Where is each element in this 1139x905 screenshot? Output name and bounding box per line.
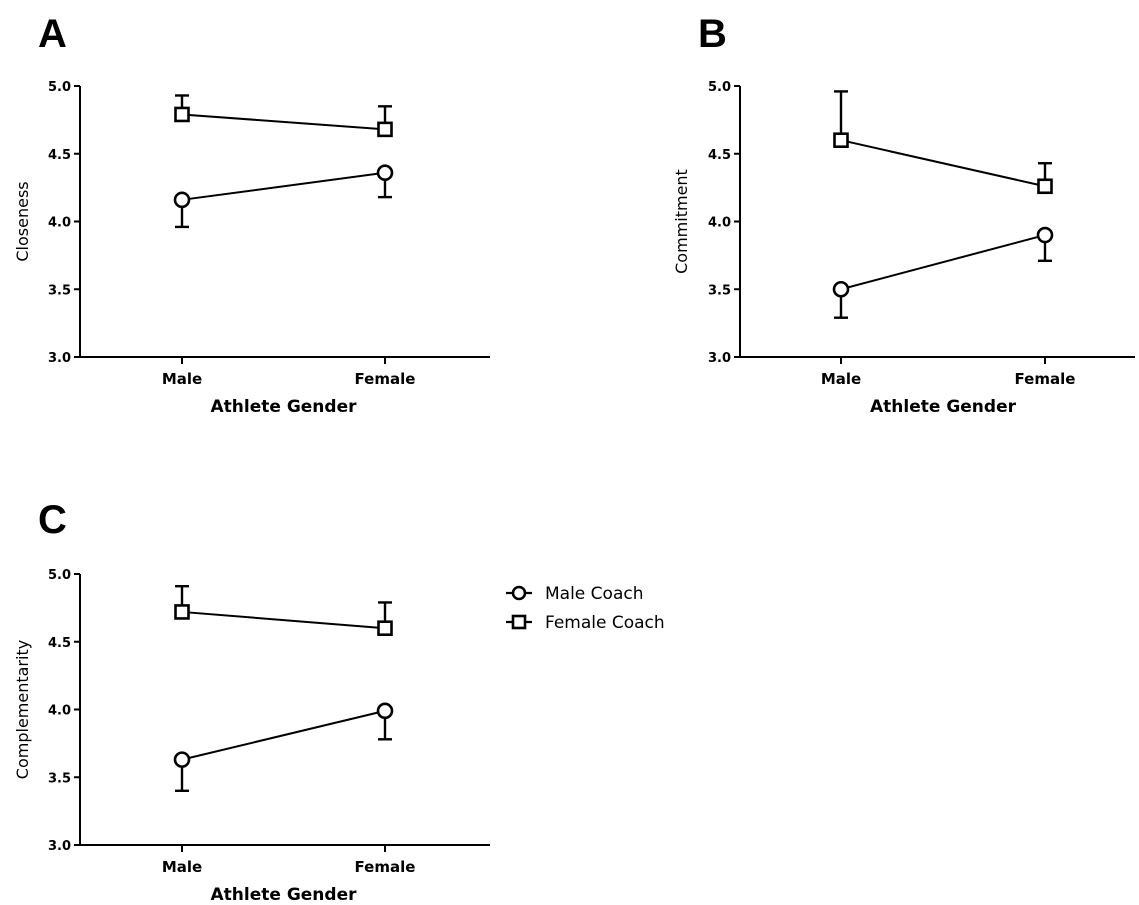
data-point-circle — [1036, 226, 1054, 244]
x-axis-title: Athlete Gender — [870, 397, 1017, 417]
legend-circle-marker — [511, 585, 527, 601]
legend-label-female-coach: Female Coach — [545, 613, 665, 633]
data-point-square — [377, 620, 393, 637]
legend-label-male-coach: Male Coach — [545, 584, 643, 604]
y-tick-label: 4.5 — [708, 148, 731, 163]
panel-a: A 3.0 3.5 4.0 4.5 5.0 Male Female Athlete Gender… — [13, 12, 490, 417]
y-tick-label: 3.5 — [708, 283, 731, 298]
x-tick-label: Male — [821, 370, 861, 388]
data-point-square — [833, 132, 849, 148]
x-tick-label: Female — [355, 858, 416, 876]
chart-panels: A 3.0 3.5 4.0 4.5 5.0 Male Female Athlete Gender… — [13, 12, 1135, 905]
x-axis-title: Athlete Gender — [211, 397, 358, 417]
series-male-coach — [173, 164, 394, 229]
panel-letter: A — [38, 12, 67, 56]
data-point-square — [377, 121, 393, 138]
series-line — [181, 113, 386, 131]
y-tick-label: 4.0 — [708, 216, 731, 231]
y-tick-label: 4.5 — [48, 636, 71, 651]
series-line — [840, 139, 1046, 188]
panel-b: B 3.0 3.5 4.0 4.5 5.0 Male Female Athlete Gender… — [672, 12, 1135, 417]
series-male-coach — [832, 226, 1054, 319]
x-tick-label: Male — [162, 370, 202, 388]
y-tick-label: 3.5 — [48, 771, 71, 786]
y-tick-label: 4.0 — [48, 216, 71, 231]
legend: Male Coach Female Coach — [506, 584, 665, 633]
legend-item-male-coach: Male Coach — [506, 584, 643, 604]
data-point-circle — [173, 751, 191, 768]
y-axis-title: Closeness — [13, 181, 32, 261]
legend-item-female-coach: Female Coach — [506, 613, 665, 633]
series-female-coach — [174, 584, 393, 637]
y-tick-label: 4.5 — [48, 148, 71, 163]
data-point-square — [174, 604, 190, 620]
y-tick-label: 5.0 — [48, 568, 71, 583]
x-tick-label: Male — [162, 858, 202, 876]
y-tick-label: 3.0 — [48, 839, 71, 854]
series-line — [840, 234, 1046, 291]
y-tick-label: 3.5 — [48, 283, 71, 298]
data-point-square — [174, 106, 190, 123]
panel-letter: C — [38, 498, 67, 542]
series-line — [181, 709, 386, 761]
series-female-coach — [174, 94, 393, 138]
panel-letter: B — [698, 12, 727, 56]
legend-square-marker — [511, 614, 527, 630]
y-axis-title: Commitment — [672, 169, 691, 274]
series-line — [181, 610, 386, 630]
series-line — [181, 171, 386, 201]
y-axis-title: Complementarity — [13, 640, 32, 779]
data-point-square — [1037, 178, 1053, 195]
data-point-circle — [832, 280, 850, 298]
data-point-circle — [376, 702, 394, 720]
data-point-circle — [173, 191, 191, 209]
series-male-coach — [173, 702, 394, 792]
x-axis-title: Athlete Gender — [211, 885, 358, 905]
y-tick-label: 3.0 — [708, 351, 731, 366]
x-tick-label: Female — [355, 370, 416, 388]
y-tick-label: 5.0 — [708, 80, 731, 95]
y-tick-label: 3.0 — [48, 351, 71, 366]
panel-c: C 3.0 3.5 4.0 4.5 5.0 Male Female Athlete Gender… — [13, 498, 490, 905]
y-tick-label: 4.0 — [48, 704, 71, 719]
x-tick-label: Female — [1015, 370, 1076, 388]
data-point-circle — [376, 164, 394, 182]
series-female-coach — [833, 90, 1053, 195]
y-tick-label: 5.0 — [48, 80, 71, 95]
